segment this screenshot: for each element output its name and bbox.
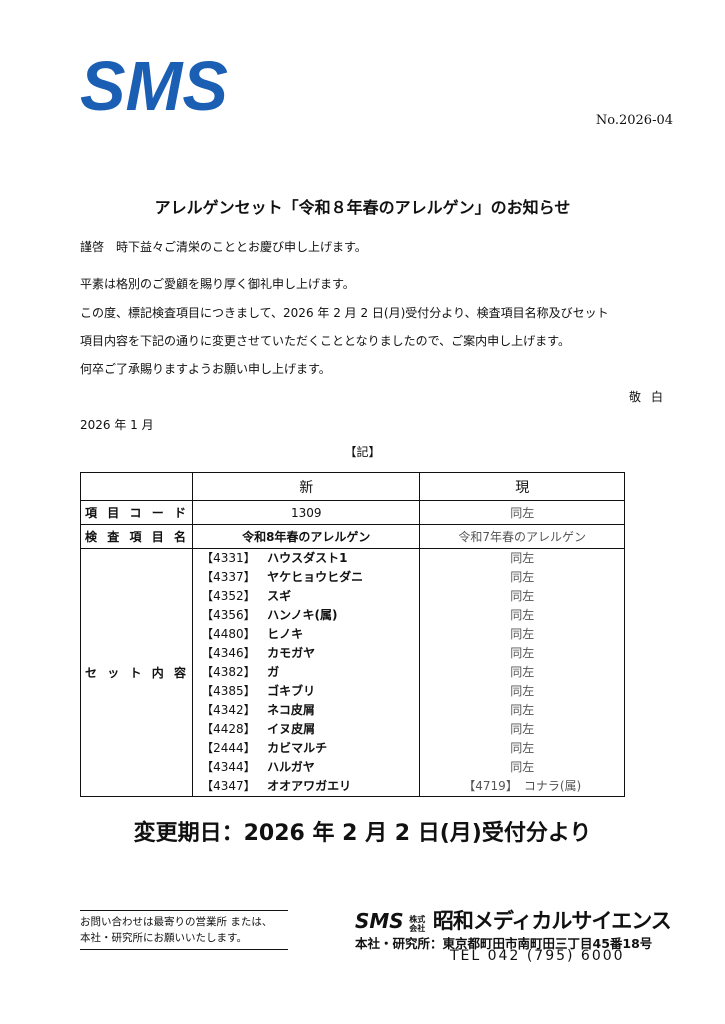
document-number: No.2026-04 (595, 113, 673, 128)
set-item-code: 【4347】 (201, 779, 256, 793)
set-item-name: ヤケヒョウヒダニ (267, 570, 364, 584)
company-address: 本社・研究所：東京都町田市南町田三丁目45番18号 (355, 936, 653, 951)
contact-line: 本社・研究所にお願いいたします。 (80, 932, 247, 944)
body-line: 謹啓 時下益々ご清栄のこととお慶び申し上げます。 (80, 240, 367, 254)
set-item-name: オオアワガエリ (267, 779, 352, 793)
set-item-code: 【4356】 (201, 608, 256, 622)
set-item-current: 同左 (510, 570, 535, 584)
set-item: 【2444】 カビマルチ (193, 739, 419, 758)
svg-text:SMS: SMS (80, 52, 228, 116)
header-current: 現 (419, 472, 625, 501)
body-line: この度、標記検査項目につきまして、2026 年 2 月 2 日(月)受付分より、… (80, 306, 609, 320)
table-row: セット内容 【4331】 ハウスダスト1 【4337】 ヤケヒョウヒダニ 【4352】ス… (79, 548, 625, 797)
set-item-name: ハウスダスト1 (267, 551, 348, 565)
company-type: 株式会社 (409, 914, 426, 933)
closing: 敬白 (628, 390, 673, 404)
set-new-list: 【4331】 ハウスダスト1 【4337】 ヤケヒョウヒダニ 【4352】 スギ 【4356… (192, 548, 421, 797)
set-item-name: ハルガヤ (267, 760, 315, 774)
new-value: 1309 (192, 500, 421, 525)
set-item-current: 同左 (510, 627, 535, 641)
contact-note: お問い合わせは最寄りの営業所 または、 本社・研究所にお願いいたします。 (80, 910, 288, 950)
set-item-current: 同左 (510, 589, 535, 603)
header-new: 新 (192, 472, 421, 501)
set-item: 【4337】 ヤケヒョウヒダニ (193, 568, 419, 587)
set-item-code: 【4382】 (201, 665, 256, 679)
set-item-current: 同左 (510, 703, 535, 717)
set-item-name: ハンノキ(属) (267, 608, 338, 622)
new-value: 令和8年春のアレルゲン (192, 524, 421, 549)
set-item-current: 同左 (510, 646, 535, 660)
company-tel: TEL 042 (795) 6000 (450, 948, 625, 964)
table-row: 検査項目名 令和8年春のアレルゲン 令和7年春のアレルゲン (79, 524, 625, 549)
set-item: 【4356】 ハンノキ(属) (193, 606, 419, 625)
set-item-code: 【4480】 (201, 627, 256, 641)
set-item-name: ヒノキ (267, 627, 304, 641)
set-item: 【4352】 スギ (193, 587, 419, 606)
set-item-current: 同左 (510, 741, 535, 755)
set-item-name: カモガヤ (267, 646, 316, 660)
set-item-name: ネコ皮屑 (267, 703, 315, 717)
row-label: セット内容 (79, 548, 194, 797)
table-header-row: 新 現 (79, 472, 625, 501)
set-item-name: ガ (267, 665, 280, 679)
set-item-current: 同左 (510, 608, 535, 622)
set-item-code: 【4337】 (201, 570, 256, 584)
set-item-code: 【4428】 (201, 722, 256, 736)
row-label: 項目コード (79, 500, 194, 525)
header-blank (79, 472, 194, 501)
set-item-code: 【4342】 (201, 703, 256, 717)
set-item: 【4385】 ゴキブリ (193, 682, 419, 701)
ki-heading: 【記】 (344, 445, 381, 459)
current-value: 同左 (419, 500, 625, 525)
body-line: 何卒ご了承賜りますようお願い申し上げます。 (80, 362, 331, 376)
current-value: 令和7年春のアレルゲン (419, 524, 625, 549)
set-item-code: 【4385】 (201, 684, 256, 698)
set-current-list: 同左 同左 同左 同左 同左 同左 同左 同左 同左 同左 同左 同左 【4719】 コナラ(属) (419, 548, 625, 797)
page-title: アレルゲンセット「令和８年春のアレルゲン」のお知らせ (154, 198, 571, 217)
set-item-current: 【4719】 コナラ(属) (463, 779, 582, 793)
set-item-current: 同左 (510, 665, 535, 679)
row-label: 検査項目名 (79, 524, 194, 549)
set-item-name: ゴキブリ (267, 684, 316, 698)
table-row: 項目コード 1309 同左 (79, 500, 625, 525)
set-item-code: 【4344】 (201, 760, 256, 774)
set-item-name: イヌ皮屑 (267, 722, 316, 736)
company-name: SMS 株式会社 昭和メディカルサイエンス (355, 905, 672, 935)
set-item: 【4480】 ヒノキ (193, 625, 419, 644)
set-item-code: 【4331】 (201, 551, 256, 565)
set-item-current: 同左 (510, 760, 535, 774)
set-item-current: 同左 (510, 551, 535, 565)
set-item-name: スギ (267, 589, 292, 603)
set-item: 【4346】 カモガヤ (193, 644, 419, 663)
set-item-current: 同左 (510, 722, 535, 736)
body-line: 項目内容を下記の通りに変更させていただくこととなりましたので、ご案内申し上げます… (80, 334, 570, 348)
set-item: 【4347】 オオアワガエリ (193, 777, 419, 796)
set-item: 【4428】 イヌ皮屑 (193, 720, 419, 739)
set-item-code: 【4352】 (201, 589, 256, 603)
change-table: 新 現 項目コード 1309 同左 検査項目名 令和8年春のアレルゲン 令和7年… (79, 472, 625, 797)
set-item-code: 【2444】 (201, 741, 256, 755)
set-item: 【4342】 ネコ皮屑 (193, 701, 419, 720)
sms-logo: SMS (80, 52, 228, 116)
company-logo: SMS (355, 909, 404, 933)
date: 2026 年 1 月 (80, 418, 154, 432)
set-item-current: 同左 (510, 684, 535, 698)
contact-line: お問い合わせは最寄りの営業所 または、 (80, 916, 273, 928)
set-item-code: 【4346】 (201, 646, 256, 660)
set-item: 【4382】ガ (193, 663, 419, 682)
company-title: 昭和メディカルサイエンス (432, 909, 672, 933)
effective-date: 変更期日：2026 年 2 月 2 日(月)受付分より (133, 821, 592, 846)
set-item-name: カビマルチ (267, 741, 328, 755)
set-item: 【4344】 ハルガヤ (193, 758, 419, 777)
body-line: 平素は格別のご愛顧を賜り厚く御礼申し上げます。 (80, 277, 355, 291)
set-item: 【4331】 ハウスダスト1 (193, 549, 419, 568)
